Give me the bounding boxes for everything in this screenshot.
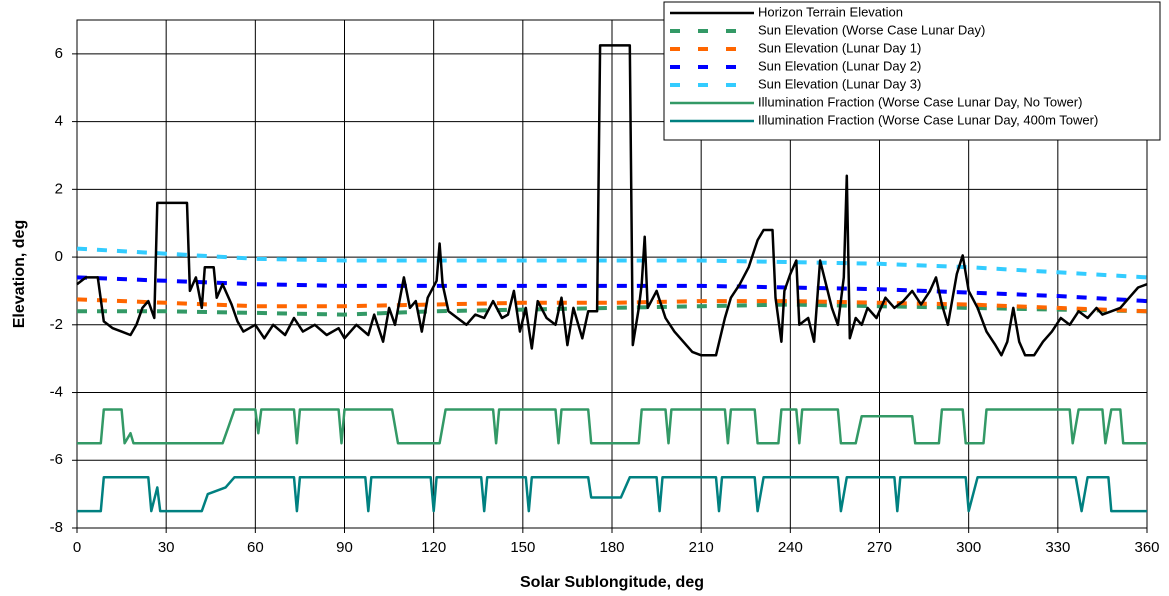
- x-tick-label: 210: [689, 539, 714, 556]
- series-line: [77, 408, 1147, 445]
- legend: Horizon Terrain Elevation Sun Elevation (…: [663, 1, 1161, 141]
- x-tick-label: 270: [867, 539, 892, 556]
- legend-label: Sun Elevation (Lunar Day 1): [758, 40, 921, 55]
- legend-label: Sun Elevation (Worse Case Lunar Day): [758, 22, 985, 37]
- y-tick-label: 0: [55, 248, 63, 265]
- legend-label: Illumination Fraction (Worse Case Lunar …: [758, 112, 1098, 127]
- x-tick-label: 330: [1045, 539, 1070, 556]
- series-line: [76, 44, 1148, 357]
- y-axis-title: Elevation, deg: [11, 220, 28, 328]
- y-tick-label: -6: [50, 451, 63, 468]
- legend-label: Sun Elevation (Lunar Day 3): [758, 76, 921, 91]
- x-tick-label: 180: [599, 539, 624, 556]
- x-tick-label: 60: [247, 539, 264, 556]
- y-tick-label: -8: [50, 519, 63, 536]
- x-tick-label: 30: [158, 539, 175, 556]
- x-tick-label: 120: [421, 539, 446, 556]
- legend-box: [663, 1, 1161, 141]
- y-tick-label: 4: [55, 113, 63, 130]
- x-axis-title: Solar Sublongitude, deg: [520, 574, 704, 591]
- y-tick-label: 2: [55, 180, 63, 197]
- legend-label: Sun Elevation (Lunar Day 2): [758, 58, 921, 73]
- legend-label: Illumination Fraction (Worse Case Lunar …: [758, 94, 1082, 109]
- x-tick-label: 0: [73, 539, 81, 556]
- legend-label: Horizon Terrain Elevation: [758, 4, 903, 19]
- x-tick-label: 240: [778, 539, 803, 556]
- x-tick-label: 150: [510, 539, 535, 556]
- y-tick-label: 6: [55, 45, 63, 62]
- x-tick-label: 90: [336, 539, 353, 556]
- x-tick-label: 300: [956, 539, 981, 556]
- y-tick-label: -2: [50, 316, 63, 333]
- y-tick-label: -4: [50, 384, 63, 401]
- series-line: [77, 475, 1147, 513]
- x-tick-label: 360: [1134, 539, 1159, 556]
